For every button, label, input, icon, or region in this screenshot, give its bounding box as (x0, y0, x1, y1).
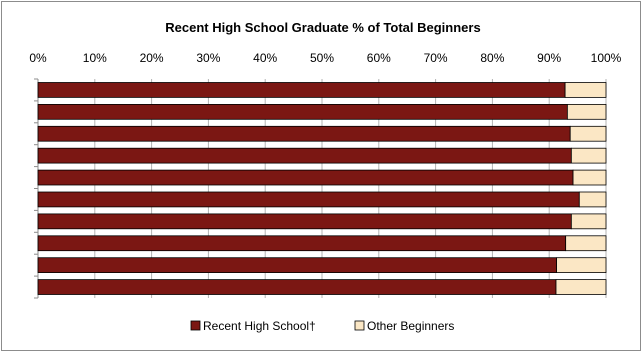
bar-other-beginners (569, 125, 607, 142)
bar-recent-high-school (37, 104, 568, 120)
x-tick-label: 80% (480, 51, 504, 65)
bar-other-beginners (570, 147, 607, 164)
legend-swatch (190, 320, 201, 331)
bar-other-beginners (565, 235, 607, 252)
bar-recent-high-school (37, 279, 557, 295)
bar-recent-high-school (37, 169, 574, 186)
x-tick-label: 60% (367, 51, 391, 65)
bar-other-beginners (572, 169, 607, 186)
x-tick-label: 40% (253, 51, 277, 65)
x-tick-label: 50% (310, 51, 334, 65)
bar-other-beginners (564, 82, 607, 98)
bar-recent-high-school (37, 147, 572, 164)
bar-recent-high-school (37, 125, 571, 142)
chart-title: Recent High School Graduate % of Total B… (165, 20, 480, 35)
x-tick-label: 100% (591, 51, 622, 65)
x-tick-label: 70% (424, 51, 448, 65)
bar-other-beginners (566, 104, 607, 120)
legend-label: Recent High School† (203, 319, 316, 333)
bar-recent-high-school (37, 257, 557, 273)
x-tick-label: 0% (29, 51, 47, 65)
bar-other-beginners (570, 213, 607, 230)
legend-label: Other Beginners (367, 319, 454, 333)
legend-swatch (354, 320, 365, 331)
bar-other-beginners (578, 191, 607, 208)
bar-other-beginners (555, 279, 607, 295)
bar-recent-high-school (37, 235, 567, 252)
bar-other-beginners (556, 257, 607, 273)
x-tick-label: 20% (140, 51, 164, 65)
legend: Recent High School† Other Beginners (190, 319, 454, 333)
bars (37, 82, 607, 295)
x-tick-label: 90% (537, 51, 561, 65)
x-tick-label: 30% (196, 51, 220, 65)
bar-recent-high-school (37, 191, 580, 208)
bar-recent-high-school (37, 82, 566, 98)
bar-recent-high-school (37, 213, 572, 230)
x-axis-ticks: 0% 10% 20% 30% 40% 50% 60% 70% 80% 90% 100% (29, 51, 621, 65)
x-tick-label: 10% (83, 51, 107, 65)
